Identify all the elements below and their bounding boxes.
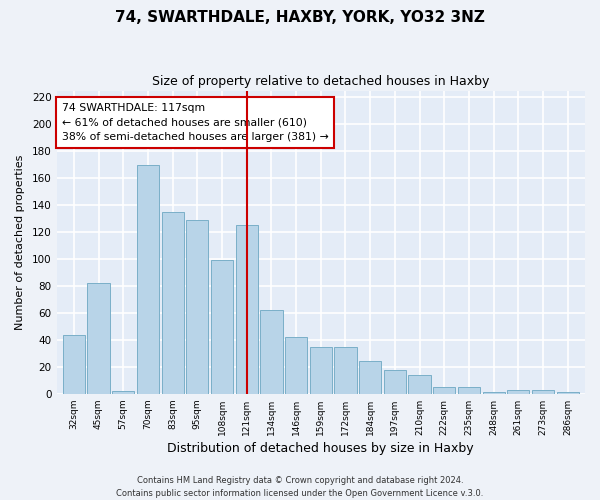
Bar	[532, 390, 554, 394]
Bar	[285, 337, 307, 394]
Bar	[211, 260, 233, 394]
Bar	[236, 226, 258, 394]
Bar	[63, 334, 85, 394]
Bar	[482, 392, 505, 394]
Bar	[161, 212, 184, 394]
Bar	[334, 346, 356, 394]
Bar	[186, 220, 208, 394]
Bar	[384, 370, 406, 394]
X-axis label: Distribution of detached houses by size in Haxby: Distribution of detached houses by size …	[167, 442, 474, 455]
Bar	[260, 310, 283, 394]
Bar	[458, 387, 480, 394]
Bar	[310, 346, 332, 394]
Text: Contains HM Land Registry data © Crown copyright and database right 2024.
Contai: Contains HM Land Registry data © Crown c…	[116, 476, 484, 498]
Text: 74 SWARTHDALE: 117sqm
← 61% of detached houses are smaller (610)
38% of semi-det: 74 SWARTHDALE: 117sqm ← 61% of detached …	[62, 102, 329, 142]
Bar	[507, 390, 529, 394]
Bar	[88, 284, 110, 394]
Bar	[557, 392, 579, 394]
Title: Size of property relative to detached houses in Haxby: Size of property relative to detached ho…	[152, 75, 490, 88]
Text: 74, SWARTHDALE, HAXBY, YORK, YO32 3NZ: 74, SWARTHDALE, HAXBY, YORK, YO32 3NZ	[115, 10, 485, 25]
Bar	[137, 164, 159, 394]
Bar	[409, 375, 431, 394]
Bar	[359, 362, 381, 394]
Y-axis label: Number of detached properties: Number of detached properties	[15, 154, 25, 330]
Bar	[112, 391, 134, 394]
Bar	[433, 387, 455, 394]
